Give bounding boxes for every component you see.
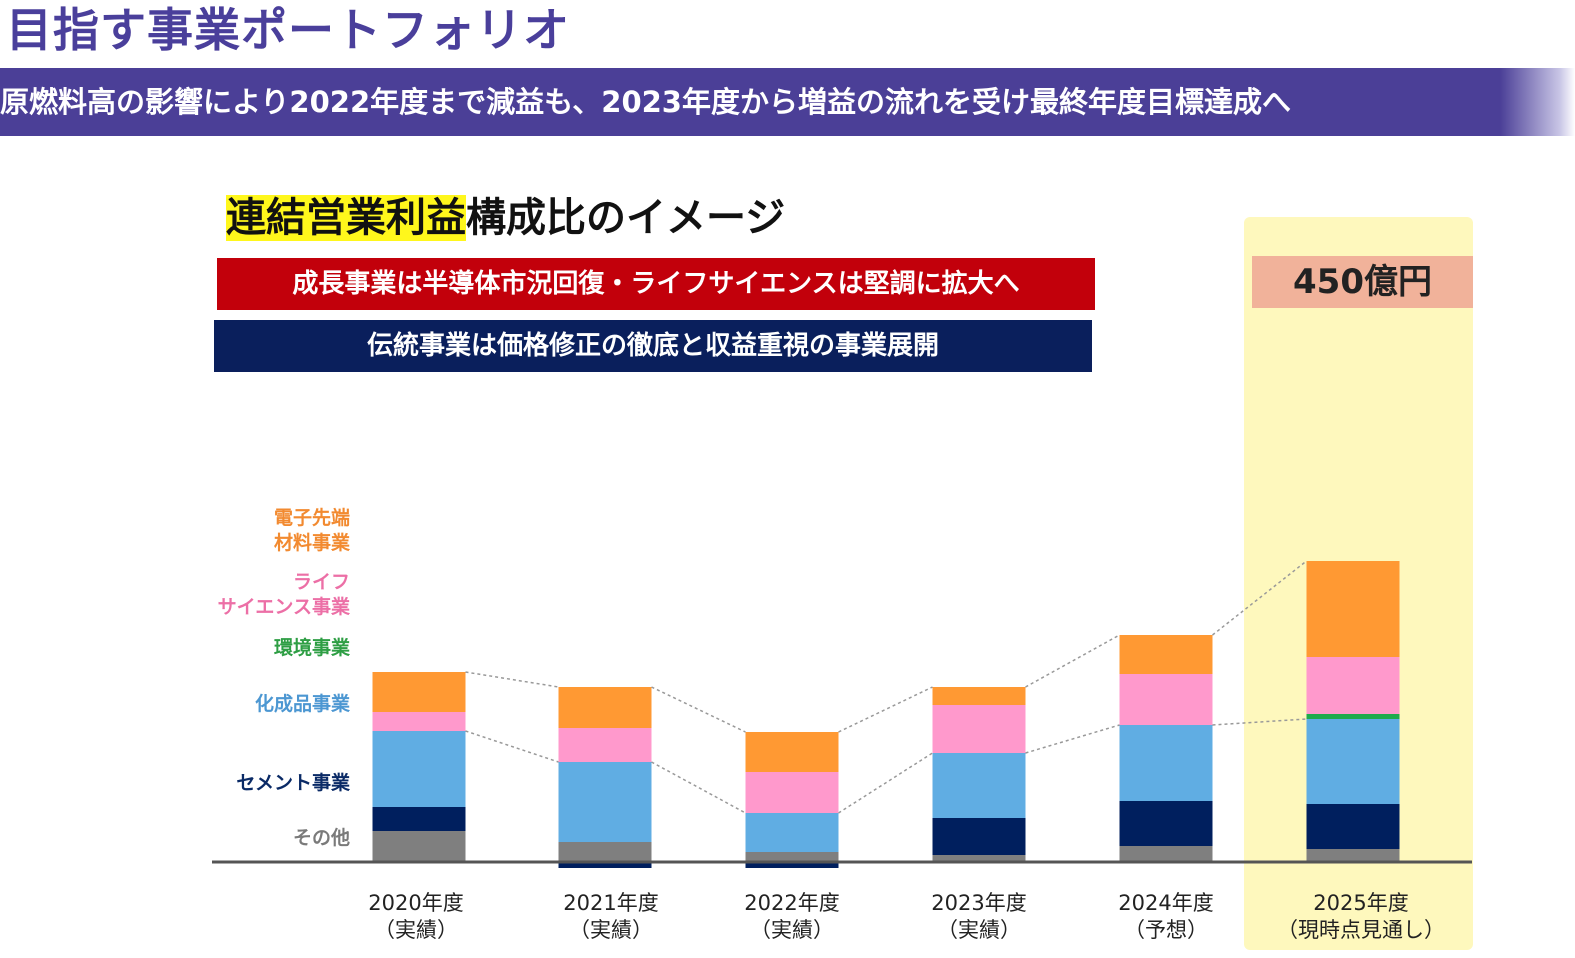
connector-top-5 (1212, 560, 1307, 636)
bar-segment-3-3 (745, 813, 839, 852)
bar-segment-1-1 (372, 831, 466, 862)
x-tick-status: （実績） (374, 918, 458, 942)
legend-chemicals: 化成品事業 (255, 692, 350, 717)
bar-segment-2-3 (558, 762, 652, 842)
x-tick-year: 2023年度 (931, 891, 1027, 915)
bar-segment-6-2 (1306, 804, 1400, 849)
bar-segment-5-2 (1119, 801, 1213, 846)
x-tick-year: 2020年度 (368, 891, 464, 915)
legend-environment: 環境事業 (274, 636, 350, 661)
subtitle-band: 原燃料高の影響により2022年度まで減益も、2023年度から増益の流れを受け最終… (0, 68, 1575, 136)
legend-chemicals-line1: 化成品事業 (254, 693, 350, 715)
bar-segment-5-1 (1119, 846, 1213, 862)
connector-mid-2 (651, 761, 746, 814)
bar-segment-5-5 (1119, 674, 1213, 725)
legend-cement: セメント事業 (236, 771, 350, 796)
bar-segment-1-2 (372, 807, 466, 831)
bar-segment-2-6 (558, 687, 652, 728)
bar-segment-1-5 (372, 712, 466, 731)
connector-top-3 (838, 686, 933, 733)
x-tick-status: （実績） (569, 918, 653, 942)
x-tick-status: （現時点見通し） (1277, 918, 1445, 942)
bar-segment-6-1 (1306, 849, 1400, 862)
bar-segment-4-6 (932, 687, 1026, 705)
legend-life-science-line2: サイエンス事業 (217, 596, 350, 618)
x-tick-label: 2021年度 （実績） (511, 890, 711, 944)
x-tick-label: 2024年度 （予想） (1066, 890, 1266, 944)
bar-segment-2-1 (558, 842, 652, 862)
connector-mid-4 (1025, 724, 1120, 754)
bar-segment-2-5 (558, 728, 652, 762)
bar-segment-6-4 (1306, 714, 1400, 719)
legend-electronic-materials-line2: 材料事業 (273, 532, 350, 554)
bar-segment-6-3 (1306, 719, 1400, 804)
chart-title-rest: 構成比のイメージ (466, 195, 786, 241)
bar-segment-1-3 (372, 731, 466, 807)
total-2025-badge: 450億円 (1252, 256, 1473, 308)
bar-segment-6-6 (1306, 561, 1400, 657)
traditional-business-banner: 伝統事業は価格修正の徹底と収益重視の事業展開 (214, 320, 1092, 372)
x-tick-year: 2025年度 (1313, 891, 1409, 915)
legend-environment-line1: 環境事業 (273, 637, 350, 659)
bar-segment-2-2 (558, 862, 652, 868)
bar-segment-6-5 (1306, 657, 1400, 714)
x-tick-label: 2023年度 （実績） (879, 890, 1079, 944)
connector-mid-5 (1212, 718, 1307, 726)
legend-cement-line1: セメント事業 (236, 772, 350, 794)
connector-mid-1 (465, 730, 559, 763)
x-tick-label: 2020年度 （実績） (316, 890, 516, 944)
bar-segment-1-6 (372, 672, 466, 712)
bar-segment-5-6 (1119, 635, 1213, 674)
legend-other-line1: その他 (292, 827, 350, 849)
chart-title: 連結営業利益構成比のイメージ (226, 186, 785, 250)
bar-segment-3-2 (745, 862, 839, 868)
x-tick-year: 2021年度 (563, 891, 659, 915)
bar-segment-3-1 (745, 852, 839, 862)
legend-life-science-line1: ライフ (292, 571, 350, 593)
legend-electronic-materials-line1: 電子先端 (273, 507, 350, 529)
bar-segment-4-2 (932, 818, 1026, 855)
x-tick-label: 2022年度 （実績） (692, 890, 892, 944)
x-tick-status: （予想） (1124, 918, 1208, 942)
x-tick-year: 2024年度 (1118, 891, 1214, 915)
connector-top-4 (1025, 634, 1120, 688)
legend-other: その他 (293, 826, 350, 851)
connector-top-1 (465, 671, 559, 688)
subtitle-text: 原燃料高の影響により2022年度まで減益も、2023年度から増益の流れを受け最終… (0, 85, 1291, 119)
bar-segment-3-5 (745, 772, 839, 813)
legend-electronic-materials: 電子先端 材料事業 (274, 506, 350, 556)
x-tick-status: （実績） (750, 918, 834, 942)
growth-business-banner: 成長事業は半導体市況回復・ライフサイエンスは堅調に拡大へ (217, 258, 1095, 310)
connector-top-2 (651, 686, 746, 733)
x-tick-year: 2022年度 (744, 891, 840, 915)
bar-segment-4-1 (932, 855, 1026, 862)
connector-mid-3 (838, 752, 933, 814)
x-tick-label: 2025年度 （現時点見通し） (1261, 890, 1461, 944)
legend-life-science: ライフ サイエンス事業 (218, 570, 350, 620)
bar-segment-4-5 (932, 705, 1026, 753)
bar-segment-3-6 (745, 732, 839, 772)
bar-segment-4-3 (932, 753, 1026, 818)
bar-segment-5-3 (1119, 725, 1213, 801)
page-title: 目指す事業ポートフォリオ (6, 3, 570, 57)
x-tick-status: （実績） (937, 918, 1021, 942)
chart-title-highlight: 連結営業利益 (226, 195, 466, 241)
